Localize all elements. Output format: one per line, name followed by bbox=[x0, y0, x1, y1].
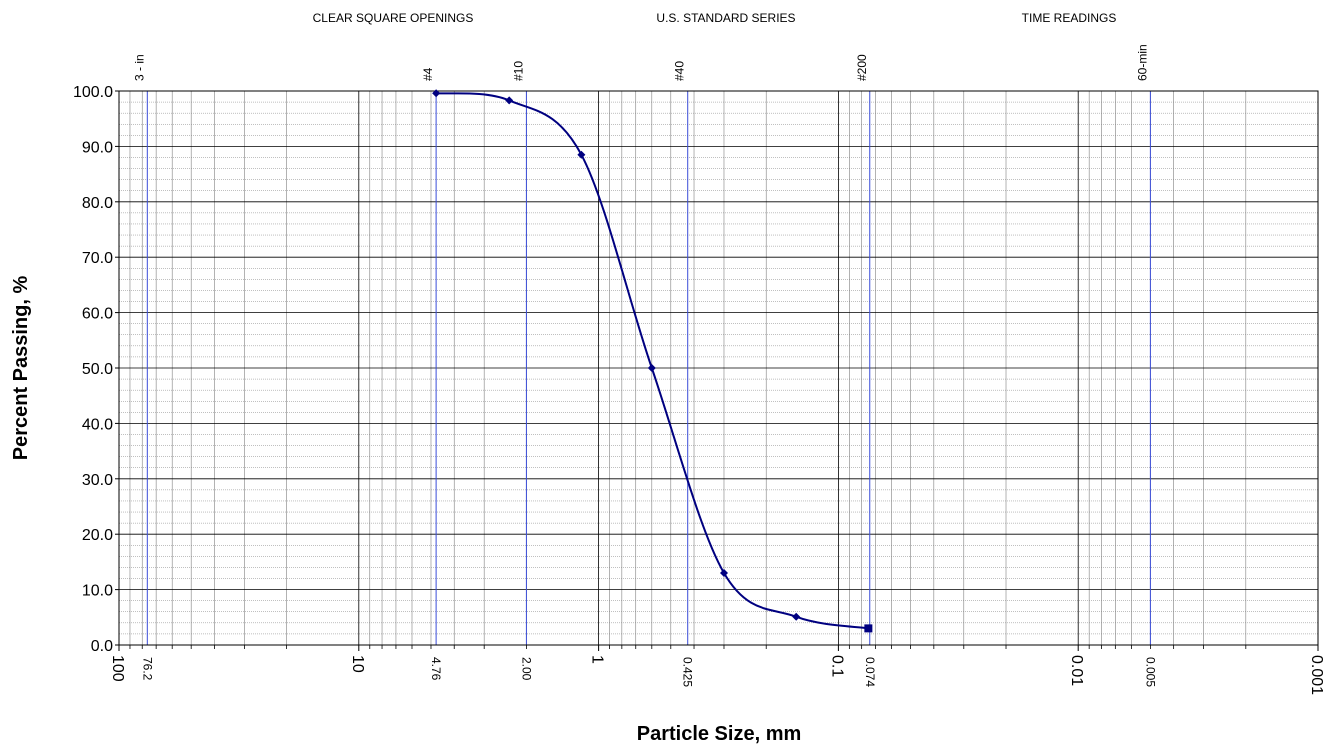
sieve-bottom-label: 4.76 bbox=[429, 657, 443, 681]
x-tick-label: 1 bbox=[589, 655, 606, 664]
header-us-standard-series: U.S. STANDARD SERIES bbox=[656, 11, 795, 25]
data-point-diamond bbox=[719, 568, 728, 577]
x-axis-ticks: 100 10 1 0.1 0.01 0.001 bbox=[109, 645, 1325, 695]
x-tick-label: 100 bbox=[109, 655, 126, 682]
y-tick-label: 100.0 bbox=[73, 84, 113, 101]
sieve-top-label: #4 bbox=[421, 67, 435, 81]
sieve-top-label: #10 bbox=[511, 61, 525, 81]
data-point-diamond bbox=[647, 364, 656, 372]
gradation-curve bbox=[436, 92, 869, 630]
sieve-top-labels: 3 - in #4 #10 #40 #200 60-min bbox=[132, 44, 1149, 81]
gradation-series bbox=[432, 89, 873, 633]
header-time-readings: TIME READINGS bbox=[1022, 11, 1117, 25]
x-tick-label: 10 bbox=[349, 655, 366, 673]
sieve-top-label: 3 - in bbox=[132, 54, 146, 81]
data-point-square bbox=[864, 624, 873, 633]
y-tick-label: 10.0 bbox=[82, 583, 113, 600]
major-grid bbox=[119, 91, 1318, 645]
sieve-bottom-label: 0.005 bbox=[1143, 657, 1157, 687]
sieve-bottom-label: 76.2 bbox=[140, 657, 154, 681]
minor-grid bbox=[119, 91, 1318, 649]
data-point-diamond bbox=[792, 612, 801, 621]
x-tick-label: 0.001 bbox=[1308, 655, 1325, 695]
y-tick-label: 70.0 bbox=[82, 250, 113, 267]
y-tick-label: 20.0 bbox=[82, 527, 113, 544]
y-axis-label: Percent Passing, % bbox=[10, 276, 32, 461]
data-point-diamond bbox=[432, 89, 441, 98]
y-tick-label: 40.0 bbox=[82, 416, 113, 433]
sieve-top-label: 60-min bbox=[1135, 44, 1149, 81]
sieve-bottom-label: 0.074 bbox=[863, 657, 877, 687]
sieve-bottom-label: 2.00 bbox=[519, 657, 533, 681]
x-tick-label: 0.1 bbox=[828, 655, 845, 677]
data-point-diamond bbox=[505, 96, 514, 105]
y-tick-label: 80.0 bbox=[82, 195, 113, 212]
sieve-reference-lines bbox=[146, 91, 1151, 645]
x-axis-label: Particle Size, mm bbox=[637, 723, 802, 745]
y-axis-ticks: 0.0 10.0 20.0 30.0 40.0 50.0 60.0 70.0 80.0 90.0 1… bbox=[73, 84, 119, 655]
sieve-top-label: #200 bbox=[855, 54, 869, 81]
sieve-bottom-label: 0.425 bbox=[681, 657, 695, 687]
y-tick-label: 50.0 bbox=[82, 361, 113, 378]
y-tick-label: 90.0 bbox=[82, 139, 113, 156]
sieve-top-label: #40 bbox=[673, 61, 687, 81]
y-tick-label: 0.0 bbox=[91, 638, 113, 655]
x-tick-label: 0.01 bbox=[1068, 655, 1085, 686]
sieve-bottom-labels: 76.2 4.76 2.00 0.425 0.074 0.005 bbox=[140, 657, 1157, 687]
y-tick-label: 30.0 bbox=[82, 472, 113, 489]
y-tick-label: 60.0 bbox=[82, 306, 113, 323]
header-clear-square-openings: CLEAR SQUARE OPENINGS bbox=[313, 11, 474, 25]
data-point-diamond bbox=[577, 150, 586, 159]
